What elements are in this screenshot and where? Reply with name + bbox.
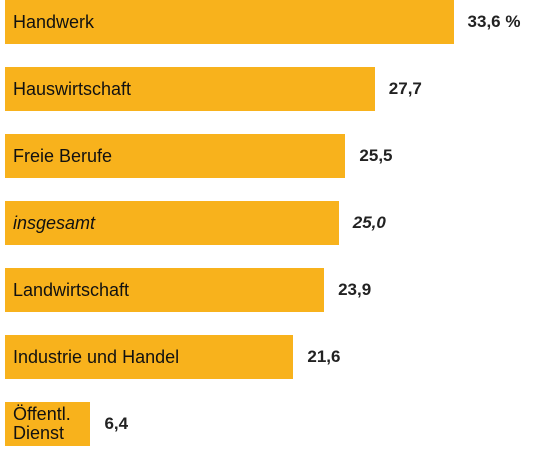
bar-row: Landwirtschaft 23,9 — [5, 268, 539, 312]
category-label: Industrie und Handel — [13, 346, 180, 367]
category-label: Landwirtschaft — [13, 279, 130, 300]
value-label: 6,4 — [104, 414, 129, 433]
value-label: 27,7 — [388, 79, 422, 98]
bar-row: Freie Berufe 25,5 — [5, 134, 539, 178]
value-label: 25,5 — [359, 146, 393, 165]
value-label: 25,0 — [352, 213, 386, 232]
value-label: 33,6 % — [467, 12, 521, 31]
bar: Landwirtschaft — [5, 268, 325, 312]
bar-row: Hauswirtschaft 27,7 — [5, 67, 539, 111]
bar-row: insgesamt 25,0 — [5, 201, 539, 245]
value-label: 21,6 — [307, 347, 341, 366]
category-label: Freie Berufe — [13, 145, 113, 166]
bar: Handwerk — [5, 0, 454, 44]
bar-row: Industrie und Handel 21,6 — [5, 335, 539, 379]
bar-row: Öffentl. Dienst 6,4 — [5, 402, 539, 446]
bar: Öffentl. Dienst — [5, 402, 91, 446]
bar: Hauswirtschaft — [5, 67, 375, 111]
value-label: 23,9 — [338, 280, 372, 299]
category-label: Öffentl. Dienst — [13, 404, 71, 443]
bar: Freie Berufe — [5, 134, 346, 178]
category-label: insgesamt — [13, 212, 96, 233]
bar: insgesamt — [5, 201, 339, 245]
category-label: Handwerk — [13, 11, 95, 32]
chart: Handwerk 33,6 % Hauswirtschaft 27,7 Freie Be… — [5, 0, 539, 469]
bar-row: Handwerk 33,6 % — [5, 0, 539, 44]
page: Handwerk 33,6 % Hauswirtschaft 27,7 Freie Be… — [5, 0, 521, 446]
bar: Industrie und Handel — [5, 335, 294, 379]
category-label: Hauswirtschaft — [13, 78, 132, 99]
